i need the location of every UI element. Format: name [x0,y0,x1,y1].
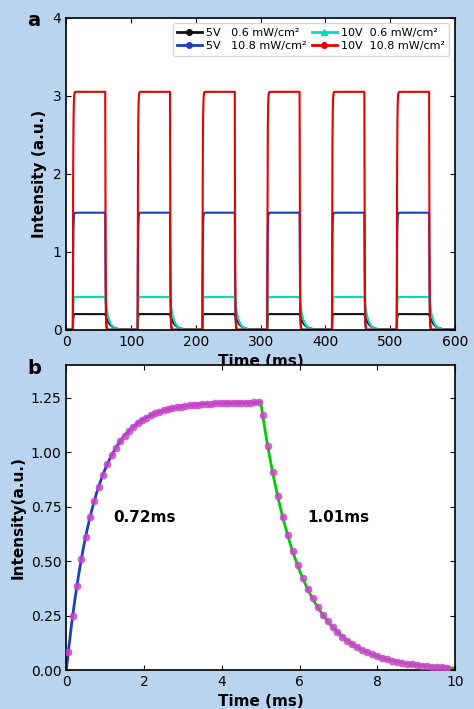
Text: b: b [27,359,41,378]
X-axis label: Time (ms): Time (ms) [218,354,303,369]
Y-axis label: Intensity(a.u.): Intensity(a.u.) [10,456,25,579]
Y-axis label: Intensity (a.u.): Intensity (a.u.) [32,110,47,238]
Legend: 5V   0.6 mW/cm², 5V   10.8 mW/cm², 10V  0.6 mW/cm², 10V  10.8 mW/cm²: 5V 0.6 mW/cm², 5V 10.8 mW/cm², 10V 0.6 m… [173,23,449,55]
Text: a: a [27,11,41,30]
X-axis label: Time (ms): Time (ms) [218,694,303,709]
Text: 1.01ms: 1.01ms [307,510,369,525]
Text: 0.72ms: 0.72ms [113,510,175,525]
